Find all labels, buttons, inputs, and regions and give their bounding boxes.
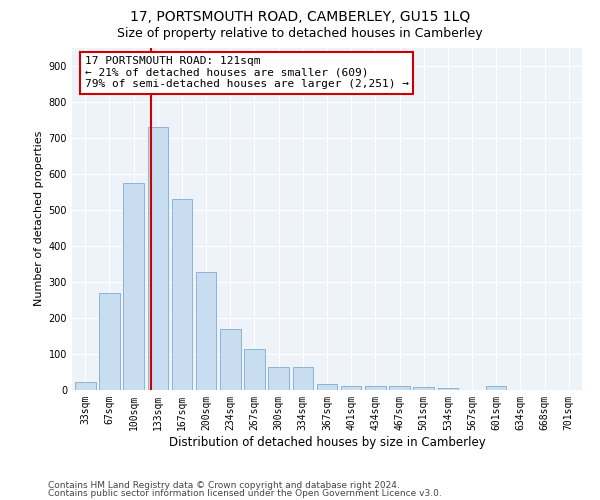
Bar: [244, 348, 265, 390]
Text: 17, PORTSMOUTH ROAD, CAMBERLEY, GU15 1LQ: 17, PORTSMOUTH ROAD, CAMBERLEY, GU15 1LQ: [130, 10, 470, 24]
Bar: [341, 386, 361, 390]
Bar: [75, 382, 95, 390]
X-axis label: Distribution of detached houses by size in Camberley: Distribution of detached houses by size …: [169, 436, 485, 448]
Bar: [148, 127, 168, 390]
Text: Size of property relative to detached houses in Camberley: Size of property relative to detached ho…: [117, 28, 483, 40]
Bar: [437, 388, 458, 390]
Bar: [196, 272, 217, 390]
Bar: [317, 384, 337, 390]
Text: Contains public sector information licensed under the Open Government Licence v3: Contains public sector information licen…: [48, 489, 442, 498]
Text: 17 PORTSMOUTH ROAD: 121sqm
← 21% of detached houses are smaller (609)
79% of sem: 17 PORTSMOUTH ROAD: 121sqm ← 21% of deta…: [85, 56, 409, 90]
Bar: [389, 386, 410, 390]
Bar: [486, 386, 506, 390]
Text: Contains HM Land Registry data © Crown copyright and database right 2024.: Contains HM Land Registry data © Crown c…: [48, 480, 400, 490]
Bar: [413, 388, 434, 390]
Bar: [220, 330, 241, 390]
Bar: [172, 199, 192, 390]
Bar: [124, 182, 144, 390]
Bar: [293, 366, 313, 390]
Bar: [99, 292, 120, 390]
Bar: [365, 386, 386, 390]
Bar: [268, 366, 289, 390]
Y-axis label: Number of detached properties: Number of detached properties: [34, 131, 44, 306]
